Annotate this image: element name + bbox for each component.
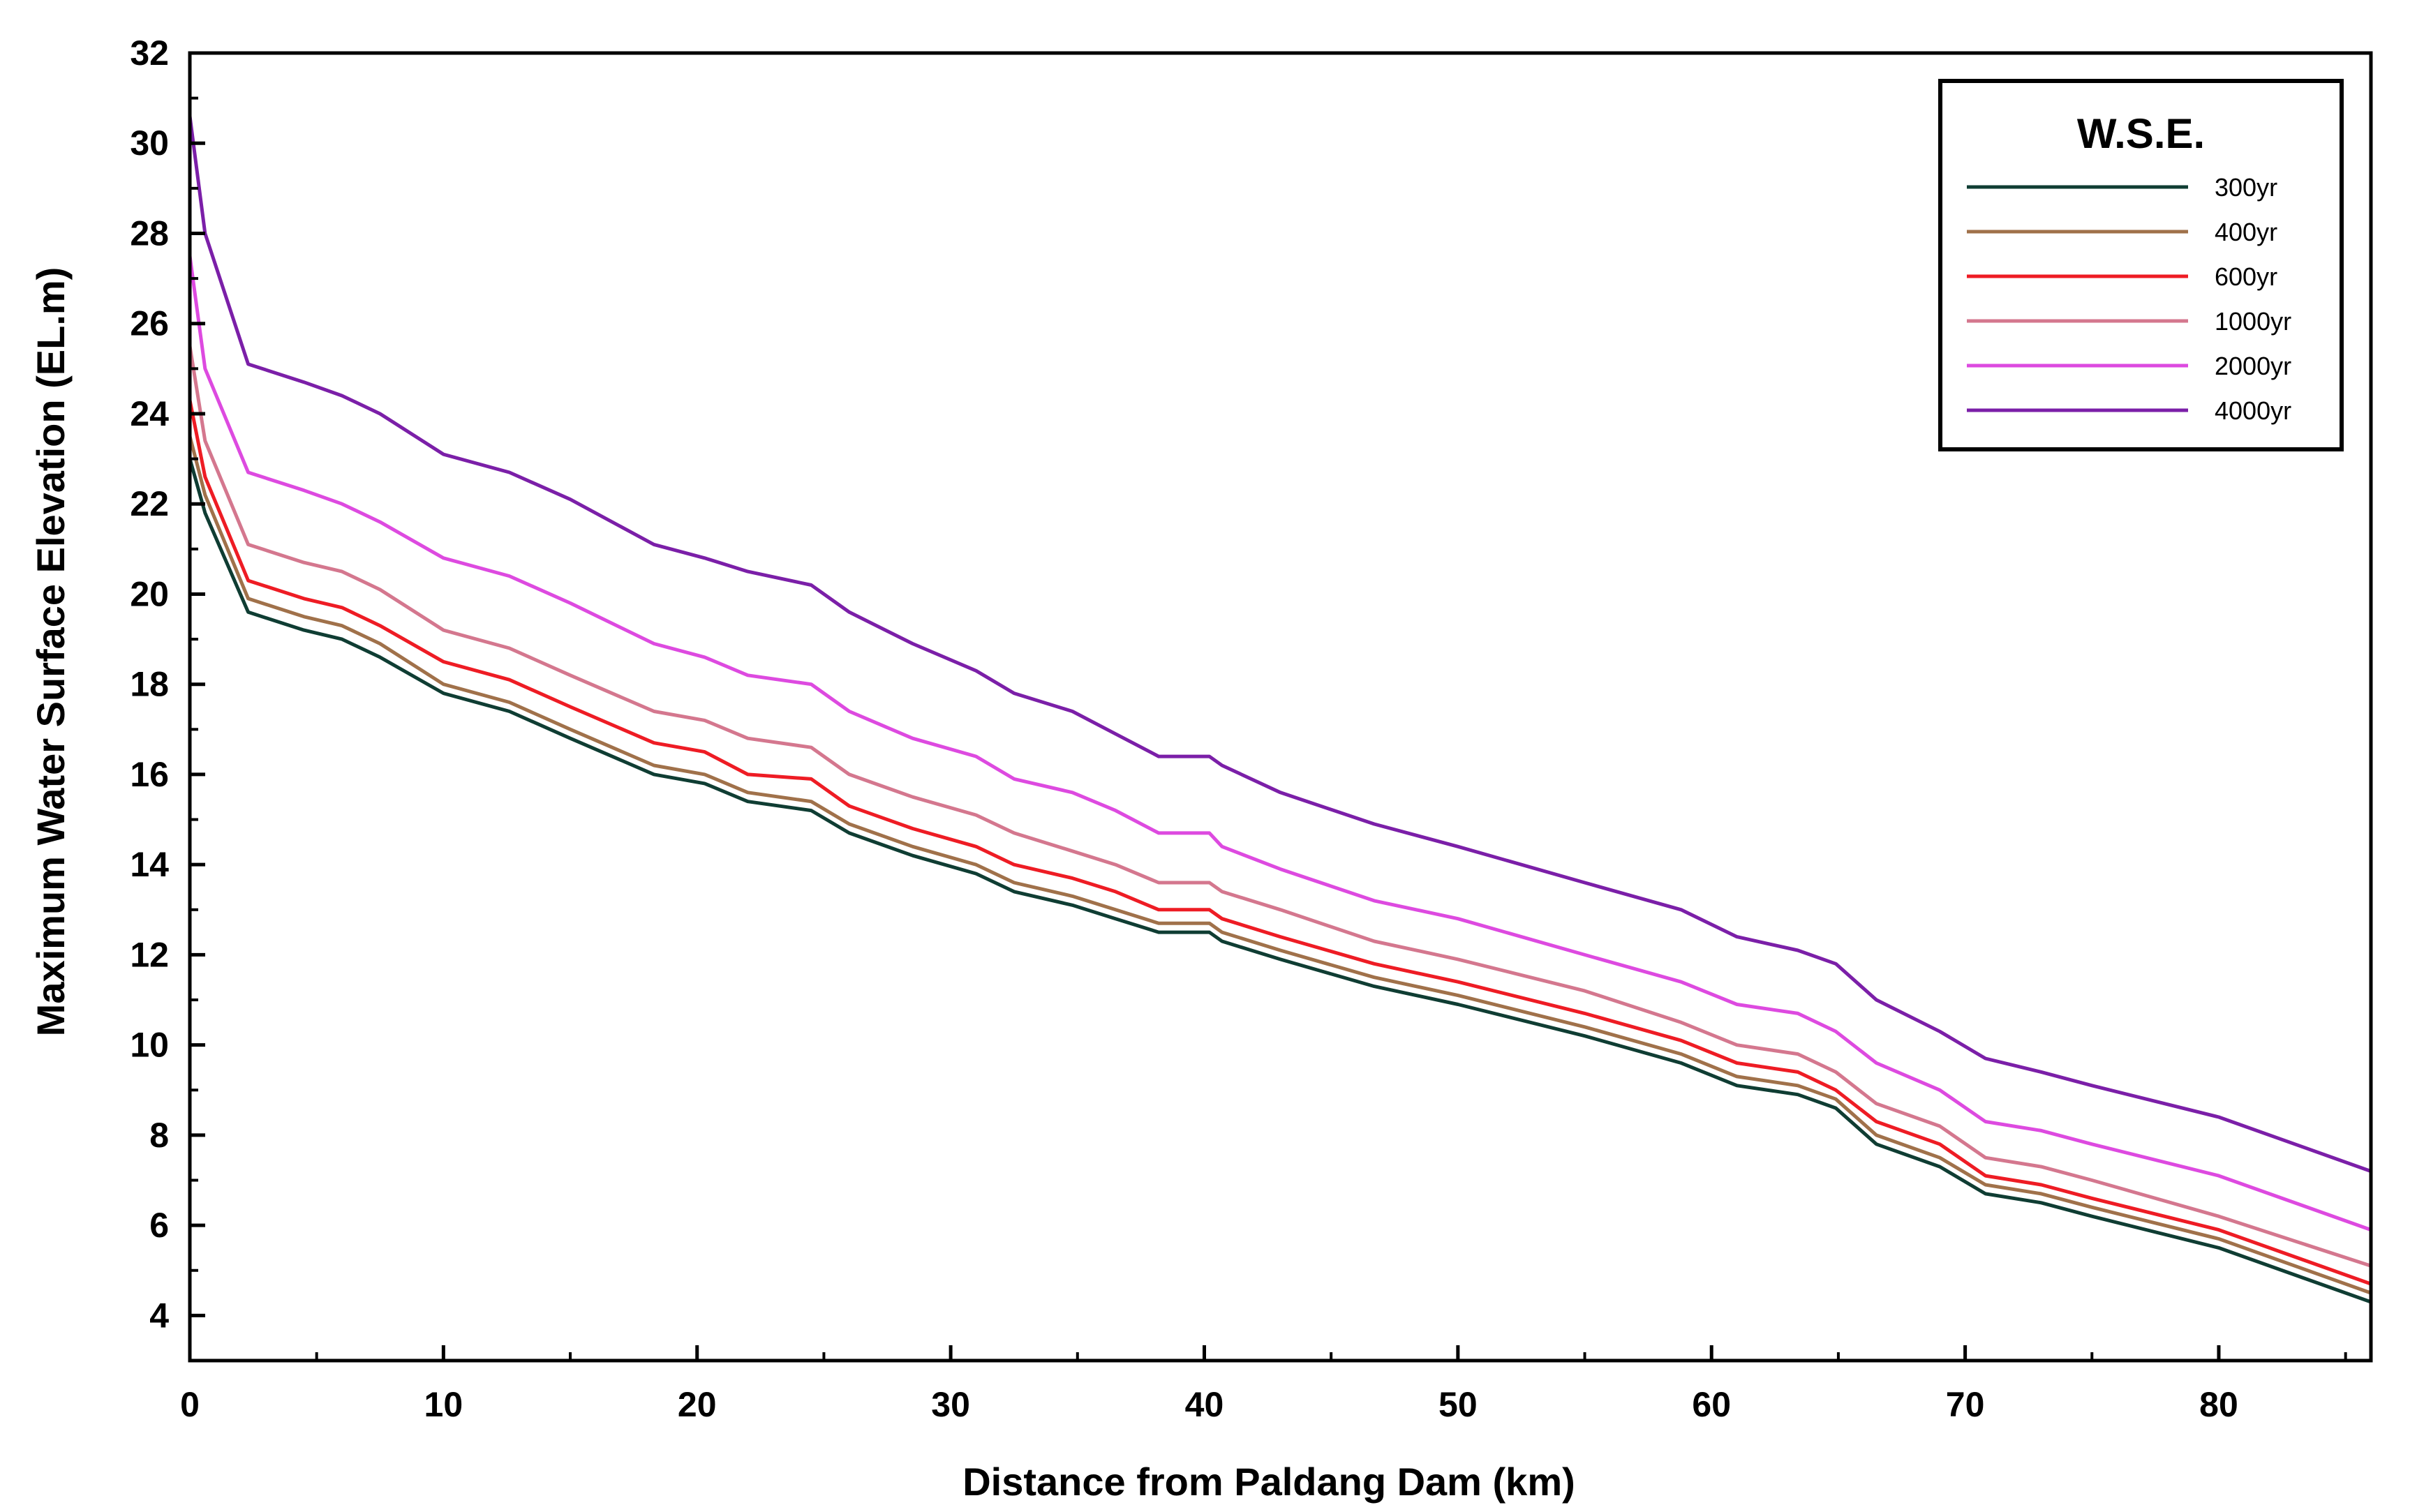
y-tick-label: 28	[130, 214, 169, 253]
y-tick-label: 6	[149, 1206, 169, 1245]
x-tick-label: 50	[1438, 1385, 1478, 1424]
y-tick-label: 12	[130, 935, 169, 974]
y-tick-label: 26	[130, 304, 169, 343]
legend-label-4000yr: 4000yr	[2215, 396, 2291, 425]
y-tick-label: 22	[130, 484, 169, 523]
y-tick-label: 32	[130, 33, 169, 73]
x-tick-label: 70	[1946, 1385, 1985, 1424]
x-tick-label: 10	[424, 1385, 463, 1424]
x-tick-label: 30	[931, 1385, 970, 1424]
y-tick-label: 4	[149, 1296, 169, 1335]
series-line-1000yr	[188, 345, 2372, 1268]
x-tick-label: 0	[180, 1385, 200, 1424]
axes-layer: 4 6 8 10 12 14 16 18 20 22 24 26 28 30 32 0 10 20 30 40 50 60…	[130, 33, 2373, 1424]
legend-label-600yr: 600yr	[2215, 262, 2277, 291]
legend-label-2000yr: 2000yr	[2215, 352, 2291, 380]
legend-title: W.S.E.	[2077, 110, 2205, 157]
y-tick-label: 20	[130, 574, 169, 613]
series-line-300yr	[188, 458, 2372, 1304]
y-tick-label: 14	[130, 845, 169, 884]
y-tick-label: 30	[130, 123, 169, 163]
legend-label-1000yr: 1000yr	[2215, 307, 2291, 336]
x-tick-label: 40	[1185, 1385, 1224, 1424]
x-tick-label: 20	[678, 1385, 717, 1424]
series-line-400yr	[188, 435, 2372, 1295]
series-layer	[188, 116, 2372, 1304]
legend-label-400yr: 400yr	[2215, 218, 2277, 246]
series-line-2000yr	[188, 255, 2372, 1232]
x-axis-title: Distance from Paldang Dam (km)	[962, 1460, 1575, 1504]
plot-frame	[188, 51, 2373, 1363]
y-axis-title: Maximum Water Surface Elevation (EL.m)	[29, 267, 73, 1037]
legend: W.S.E. 300yr 400yr 600yr 1000yr 2000yr 4000yr	[1938, 79, 2344, 451]
y-tick-label: 8	[149, 1116, 169, 1155]
x-tick-label: 60	[1692, 1385, 1731, 1424]
y-tick-label: 10	[130, 1026, 169, 1065]
series-line-4000yr	[188, 116, 2372, 1173]
y-tick-label: 18	[130, 665, 169, 704]
y-tick-label: 24	[130, 394, 169, 433]
legend-label-300yr: 300yr	[2215, 173, 2277, 202]
series-line-600yr	[188, 400, 2372, 1286]
legend-box	[1938, 79, 2344, 451]
y-tick-label: 16	[130, 755, 169, 794]
x-tick-label: 80	[2199, 1385, 2238, 1424]
